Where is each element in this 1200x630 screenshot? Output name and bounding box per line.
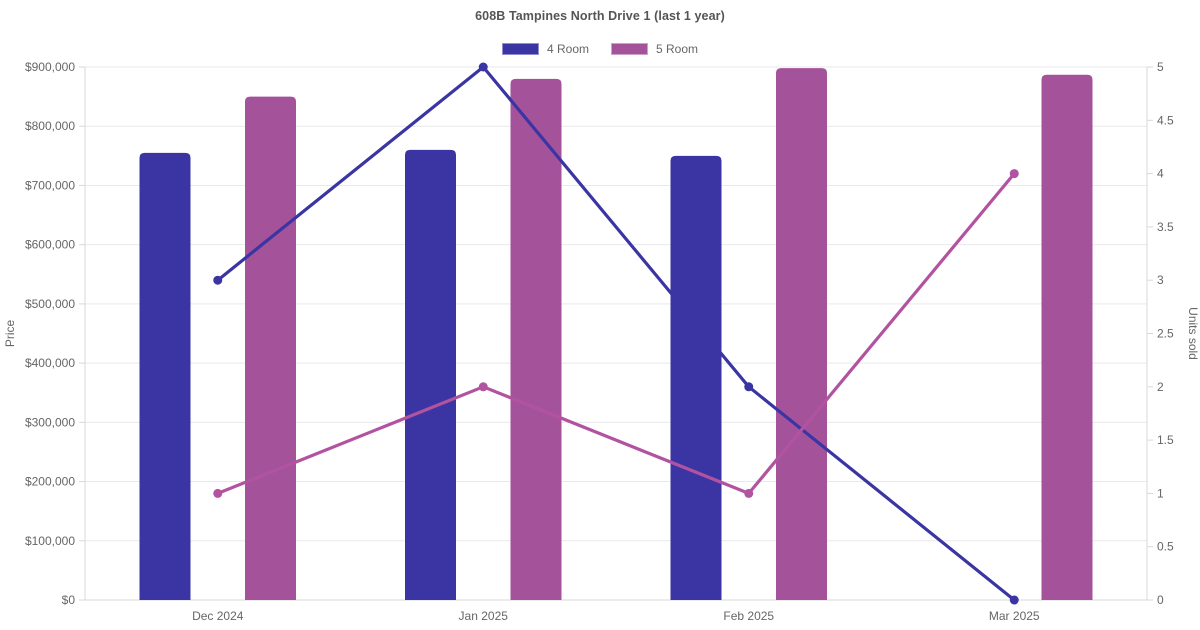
y-left-tick-label: $200,000: [25, 475, 75, 489]
legend-label: 5 Room: [656, 42, 699, 56]
y-left-tick-label: $700,000: [25, 178, 75, 192]
point-4-room-feb-2025: [744, 382, 754, 392]
legend-swatch: [501, 43, 539, 55]
point-5-room-mar-2025: [1009, 169, 1019, 179]
y-left-tick-label: $500,000: [25, 297, 75, 311]
y-axis-right: 0 0.5 1 1.5 2 2.5 3 3.5 4 4.5 5: [1147, 60, 1174, 607]
line-series-5-room: [213, 169, 1019, 498]
x-tick-label-dec-2024: Dec 2024: [192, 609, 244, 623]
gridlines: [85, 66, 1147, 601]
y-right-tick-label: 1: [1157, 486, 1164, 500]
y-left-tick-label: $400,000: [25, 356, 75, 370]
y-axis-left: $0 $100,000 $200,000 $300,000 $400,000 $500,0…: [25, 60, 85, 607]
legend-item-4-room[interactable]: 4 Room: [501, 42, 589, 56]
bar-5-room-mar-2025: [1041, 74, 1093, 600]
bar-4-room-feb-2025: [670, 155, 722, 601]
x-tick-label-feb-2025: Feb 2025: [723, 609, 774, 623]
x-tick-label-mar-2025: Mar 2025: [989, 609, 1040, 623]
point-5-room-feb-2025: [744, 488, 754, 498]
y-right-tick-label: 0.5: [1157, 540, 1174, 554]
line-5-room: [216, 172, 1016, 495]
y-left-tick-label: $300,000: [25, 415, 75, 429]
y-right-tick-label: 0: [1157, 593, 1164, 607]
legend-swatch: [611, 43, 648, 55]
y-right-tick-label: 5: [1157, 60, 1164, 74]
y-left-tick-label: $0: [62, 593, 76, 607]
x-tick-label-jan-2025: Jan 2025: [459, 609, 509, 623]
y-right-tick-label: 2: [1157, 380, 1164, 394]
y-right-tick-label: 4: [1157, 167, 1164, 181]
point-5-room-jan-2025: [478, 382, 488, 392]
line-4-room: [216, 65, 1016, 602]
x-axis: Dec 2024 Jan 2025 Feb 2025 Mar 2025: [192, 609, 1040, 623]
bar-5-room-jan-2025: [510, 78, 562, 601]
legend-item-5-room[interactable]: 5 Room: [611, 42, 698, 56]
y-right-tick-label: 2.5: [1157, 327, 1174, 341]
y-left-tick-label: $100,000: [25, 534, 75, 548]
bars: [139, 68, 1093, 601]
bar-4-room-dec-2024: [139, 152, 191, 600]
line-series-4-room: [213, 62, 1019, 605]
y-left-tick-label: $600,000: [25, 238, 75, 252]
y-axis-left-title: Price: [3, 320, 17, 348]
y-left-tick-label: $800,000: [25, 119, 75, 133]
y-right-tick-label: 3: [1157, 273, 1164, 287]
chart-legend: 4 Room 5 Room: [0, 42, 1200, 56]
y-left-tick-label: $900,000: [25, 60, 75, 74]
bar-5-room-dec-2024: [245, 96, 296, 600]
axis-borders: [84, 67, 1148, 601]
y-axis-right-title: Units sold: [1186, 307, 1200, 360]
legend-label: 4 Room: [546, 42, 589, 56]
bar-4-room-jan-2025: [405, 149, 456, 600]
point-5-room-dec-2024: [213, 488, 223, 498]
point-4-room-dec-2024: [213, 275, 223, 285]
bar-5-room-feb-2025: [776, 68, 827, 600]
point-4-room-jan-2025: [478, 62, 488, 72]
point-4-room-mar-2025: [1009, 595, 1019, 605]
y-right-tick-label: 1.5: [1157, 433, 1174, 447]
y-right-tick-label: 3.5: [1157, 220, 1174, 234]
y-right-tick-label: 4.5: [1157, 113, 1174, 127]
chart-title: 608B Tampines North Drive 1 (last 1 year…: [475, 9, 725, 23]
